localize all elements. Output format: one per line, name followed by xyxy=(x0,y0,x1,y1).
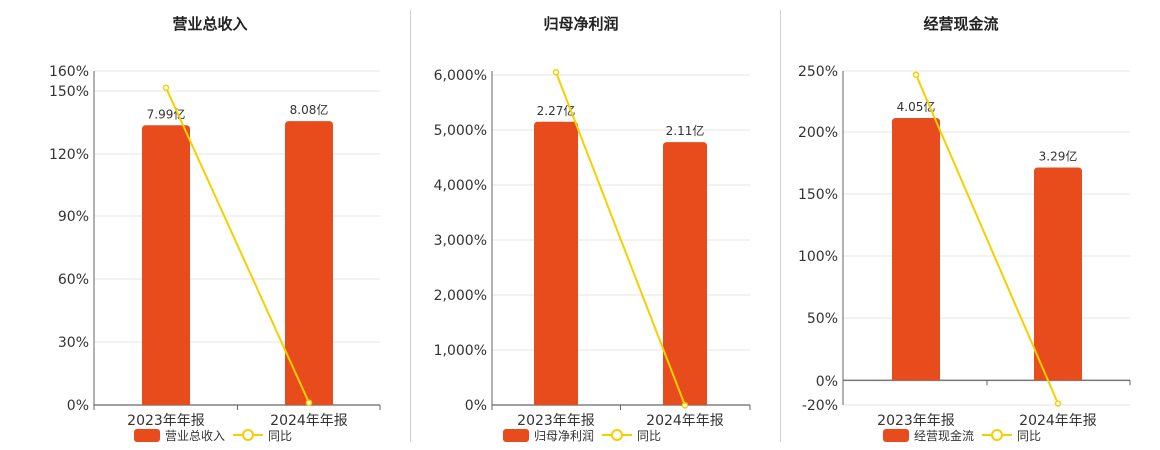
chart-panel-revenue: 营业总收入 0% 30% 60% 90% 120% 150% 160% 7.99亿 8.08亿 20… xyxy=(0,0,410,450)
y-tick-label: 200% xyxy=(798,125,838,141)
bar xyxy=(663,142,707,405)
yoy-line xyxy=(555,71,686,406)
yoy-point xyxy=(305,399,313,406)
yoy-line xyxy=(915,74,1059,404)
yoy-point xyxy=(1054,400,1062,407)
x-tick-label: 2023年年报 xyxy=(127,413,205,429)
bar xyxy=(892,118,940,381)
chart-title: 营业总收入 xyxy=(172,15,247,33)
legend-bar-label: 归母净利润 xyxy=(534,429,594,443)
y-tick-label: 3,000% xyxy=(434,233,487,249)
y-tick-label: -20% xyxy=(802,398,838,414)
y-tick-label: 0% xyxy=(465,398,487,414)
bar xyxy=(1034,167,1082,381)
yoy-line xyxy=(165,87,310,404)
legend-bar-swatch xyxy=(503,429,529,442)
chart-panel-cash-flow: 经营现金流 -20% 0% 50% 100% 150% 200% 250% 4.05亿 3.29亿… xyxy=(781,0,1160,450)
legend-line-marker xyxy=(991,429,1003,441)
y-tick-label: 30% xyxy=(58,335,89,351)
bar xyxy=(534,121,578,405)
cash-flow-chart: 经营现金流 -20% 0% 50% 100% 150% 200% 250% 4.05亿 3.29亿… xyxy=(798,15,1131,443)
yoy-point xyxy=(162,84,170,91)
y-tick-label: 100% xyxy=(798,249,838,265)
y-tick-label: 5,000% xyxy=(434,123,487,139)
y-tick-label: 0% xyxy=(67,398,89,414)
bar-data-label: 4.05亿 xyxy=(897,99,936,114)
y-tick-label: 6,000% xyxy=(434,68,487,84)
bar xyxy=(142,125,190,406)
legend-bar-label: 营业总收入 xyxy=(165,429,225,443)
legend-bar-label: 经营现金流 xyxy=(914,428,974,443)
yoy-point xyxy=(552,69,560,76)
y-tick-label: 1,000% xyxy=(434,343,487,359)
bar-data-label: 2.27亿 xyxy=(537,103,576,118)
x-tick-label: 2023年年报 xyxy=(517,413,595,429)
y-tick-label: 160% xyxy=(49,64,89,80)
y-tick-label: 120% xyxy=(49,147,89,163)
y-tick-label: 4,000% xyxy=(434,178,487,194)
legend-line-label: 同比 xyxy=(637,429,661,443)
legend-line-label: 同比 xyxy=(268,429,292,443)
legend-line-marker xyxy=(242,429,254,441)
panel-divider xyxy=(410,10,411,442)
bar-data-label: 2.11亿 xyxy=(666,123,705,138)
chart-title: 经营现金流 xyxy=(923,15,998,33)
y-tick-label: 50% xyxy=(807,311,838,327)
net-profit-chart: 归母净利润 0% 1,000% 2,000% 3,000% 4,000% 5,000% 6,0… xyxy=(434,15,751,443)
y-tick-label: 60% xyxy=(58,272,89,288)
legend-bar-swatch xyxy=(134,429,160,442)
x-tick-label: 2024年年报 xyxy=(646,413,724,429)
chart-panel-net-profit: 归母净利润 0% 1,000% 2,000% 3,000% 4,000% 5,000% 6,0… xyxy=(411,0,780,450)
bar-data-label: 3.29亿 xyxy=(1039,148,1078,163)
yoy-point xyxy=(912,71,920,78)
bar-data-label: 8.08亿 xyxy=(290,102,329,117)
x-tick-label: 2024年年报 xyxy=(1019,413,1097,429)
y-tick-label: 250% xyxy=(798,64,838,80)
y-tick-label: 150% xyxy=(49,84,89,100)
y-tick-label: 2,000% xyxy=(434,288,487,304)
bar xyxy=(285,121,333,405)
legend-bar-swatch xyxy=(883,429,909,442)
panel-divider xyxy=(780,10,781,442)
legend-line-marker xyxy=(611,429,623,441)
y-tick-label: 0% xyxy=(816,374,838,390)
yoy-point xyxy=(681,402,689,409)
y-tick-label: 150% xyxy=(798,187,838,203)
x-tick-label: 2023年年报 xyxy=(877,413,955,429)
x-tick-label: 2024年年报 xyxy=(270,413,348,429)
legend-line-label: 同比 xyxy=(1017,429,1041,443)
y-tick-label: 90% xyxy=(58,209,89,225)
chart-title: 归母净利润 xyxy=(543,15,618,33)
